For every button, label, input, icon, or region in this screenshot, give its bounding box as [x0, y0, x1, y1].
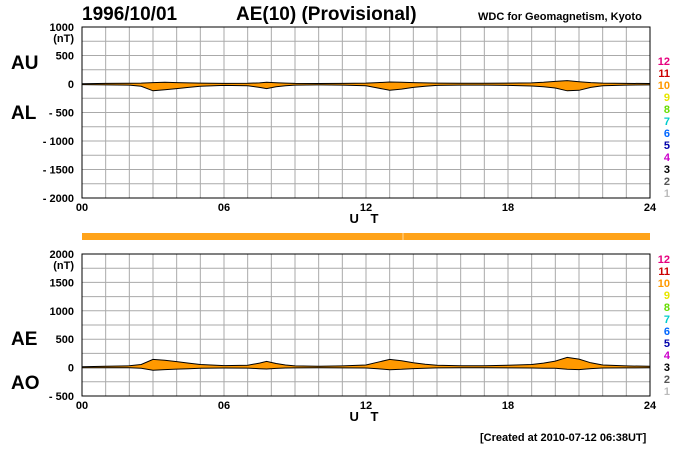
color-scale-label: 7 [664, 314, 670, 326]
color-scale-label: 3 [664, 362, 670, 374]
color-scale-label: 7 [664, 116, 670, 128]
ae-label: AE [11, 329, 38, 350]
y-tick-label: - 2000 [43, 193, 74, 205]
color-scale-label: 6 [664, 326, 670, 338]
y-tick-label: 500 [56, 51, 74, 63]
ao-label: AO [11, 373, 40, 394]
color-scale-label: 8 [664, 302, 670, 314]
al-series-line [81, 84, 651, 92]
chart-date: 1996/10/01 [82, 4, 178, 25]
data-coverage-bar [82, 233, 650, 240]
x-tick-label: 24 [644, 202, 657, 214]
plot-frame [81, 253, 651, 397]
color-scale-label: 3 [664, 164, 670, 176]
y-tick-label: - 1500 [43, 165, 74, 177]
data-source: WDC for Geomagnetism, Kyoto [478, 11, 642, 23]
color-scale-label: 5 [664, 338, 670, 350]
y-tick-label: 500 [56, 334, 74, 346]
x-axis-title: U T [350, 409, 383, 424]
x-tick-label: 24 [644, 400, 657, 412]
ae-series-line [81, 356, 651, 368]
x-tick-label: 12 [360, 202, 372, 214]
color-scale-label: 4 [664, 152, 671, 164]
color-scale-label: 10 [658, 278, 670, 290]
x-tick-label: 00 [76, 400, 88, 412]
color-scale-label: 12 [658, 254, 670, 266]
color-scale-label: 2 [664, 176, 670, 188]
color-scale-label: 1 [664, 386, 670, 398]
y-tick-label: - 1000 [43, 136, 74, 148]
color-scale-label: 1 [664, 188, 670, 200]
y-tick-label: 0 [68, 363, 74, 375]
color-scale-label: 4 [664, 350, 671, 362]
chart-title: AE(10) (Provisional) [236, 4, 417, 25]
plot-frame [81, 26, 651, 199]
ao-series-line [82, 367, 651, 371]
au-al-panel: 1000 500 0 - 500 - 1000 - 1500 - 2000 (nT) 00 06 1… [43, 22, 657, 226]
x-axis-title: U T [350, 211, 383, 226]
x-tick-label: 18 [502, 400, 514, 412]
y-tick-label: 2000 [50, 249, 74, 261]
y-tick-label: 1000 [50, 22, 74, 34]
x-tick-label: 00 [76, 202, 88, 214]
color-scale-label: 9 [664, 290, 670, 302]
unit-label: (nT) [53, 33, 74, 45]
color-scale-label: 11 [658, 266, 670, 278]
y-tick-label: 1000 [50, 306, 74, 318]
au-label: AU [11, 53, 39, 74]
color-scale-label: 12 [658, 56, 670, 68]
y-tick-label: - 500 [49, 108, 74, 120]
x-tick-label: 12 [360, 400, 372, 412]
filled-area [82, 357, 650, 371]
au-series-line [81, 80, 651, 85]
color-scale-label: 9 [664, 92, 670, 104]
color-scale-label: 5 [664, 140, 670, 152]
x-tick-label: 06 [218, 400, 230, 412]
color-scale-label: 2 [664, 374, 670, 386]
y-tick-label: 0 [68, 79, 74, 91]
color-scale-label: 10 [658, 80, 670, 92]
x-tick-label: 18 [502, 202, 514, 214]
y-tick-label: 1500 [50, 277, 74, 289]
color-scale-label: 6 [664, 128, 670, 140]
color-scale-label: 8 [664, 104, 670, 116]
y-tick-label: - 500 [49, 391, 74, 403]
color-scale-label: 11 [658, 68, 670, 80]
created-timestamp: [Created at 2010-07-12 06:38UT] [480, 432, 647, 444]
x-tick-label: 06 [218, 202, 230, 214]
unit-label: (nT) [53, 260, 74, 272]
al-label: AL [11, 103, 37, 124]
ae-ao-panel: 2000 1500 1000 500 0 - 500 (nT) 00 06 12 18 24 U T [49, 249, 657, 424]
